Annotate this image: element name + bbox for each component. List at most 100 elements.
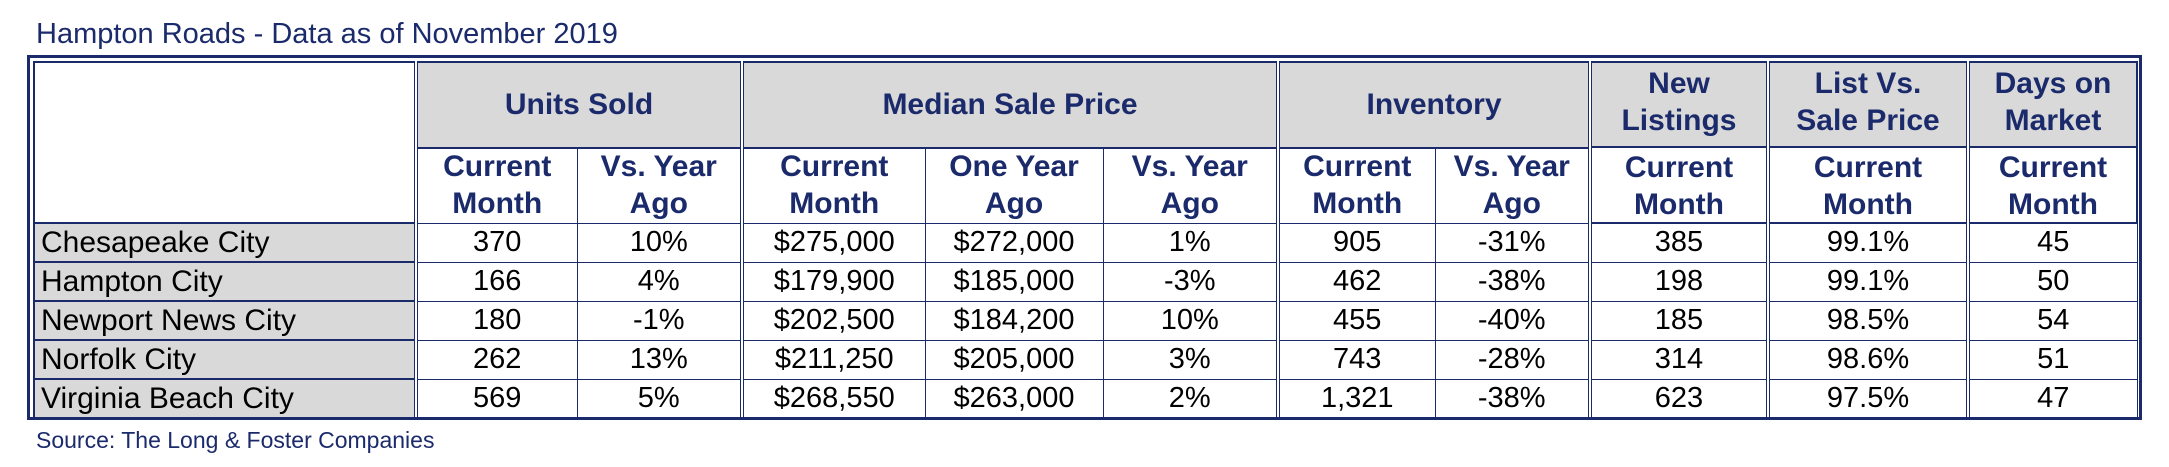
units-sold-current: 166 — [414, 261, 578, 302]
days-on-market-current: 47 — [1966, 378, 2138, 419]
market-data-table-frame: Units Sold Median Sale Price Inventory N… — [27, 55, 2142, 420]
median-price-vs-year-ago: -3% — [1102, 261, 1279, 302]
subheader-one-year-ago: One Year Ago — [924, 147, 1104, 224]
header-line: New — [1648, 67, 1710, 100]
city-name: Norfolk City — [33, 339, 418, 380]
units-sold-current: 180 — [414, 300, 578, 341]
header-line: Current — [1624, 151, 1734, 184]
list-vs-sale-current: 98.5% — [1766, 300, 1969, 341]
city-name: Chesapeake City — [33, 222, 418, 263]
median-price-current: $211,250 — [740, 339, 926, 380]
header-line: Month — [1312, 186, 1403, 220]
header-line: Current — [1813, 151, 1923, 184]
group-header-inventory: Inventory — [1276, 61, 1591, 149]
source-note: Source: The Long & Foster Companies — [36, 427, 435, 453]
median-price-vs-year-ago: 2% — [1102, 378, 1279, 419]
city-name: Hampton City — [33, 261, 418, 302]
header-line: Current — [443, 150, 552, 183]
header-line: Listings — [1621, 103, 1737, 137]
table-row: Newport News City 180 -1% $202,500 $184,… — [33, 300, 2138, 341]
median-price-one-year-ago: $205,000 — [924, 339, 1104, 380]
median-price-current: $275,000 — [740, 222, 926, 263]
units-sold-current: 569 — [414, 378, 578, 419]
units-sold-vs-year-ago: 10% — [576, 222, 743, 263]
median-price-current: $268,550 — [740, 378, 926, 419]
group-header-new-listings: New Listings — [1594, 64, 1766, 148]
subheader-current-month: Current Month — [1972, 148, 2135, 221]
days-on-market-current: 54 — [1966, 300, 2138, 341]
header-line: One Year — [949, 150, 1079, 183]
subheader-current-month: Current Month — [1276, 147, 1436, 224]
header-line: Month — [1823, 187, 1913, 221]
subheader-current-month: Current Month — [740, 147, 926, 224]
page-title: Hampton Roads - Data as of November 2019 — [36, 18, 618, 50]
group-header-days-on-market: Days on Market — [1972, 64, 2135, 148]
inventory-vs-year-ago: -40% — [1434, 300, 1591, 341]
list-vs-sale-current: 98.6% — [1766, 339, 1969, 380]
inventory-vs-year-ago: -38% — [1434, 378, 1591, 419]
group-header-median-sale-price: Median Sale Price — [740, 61, 1279, 149]
city-name: Virginia Beach City — [33, 378, 418, 419]
subheader-current-month: Current Month — [414, 147, 578, 224]
header-line: Month — [1634, 187, 1724, 221]
new-listings-current: 185 — [1588, 300, 1769, 341]
inventory-current: 1,321 — [1276, 378, 1436, 419]
subheader-current-month: Current Month — [1594, 148, 1766, 221]
median-price-current: $179,900 — [740, 261, 926, 302]
inventory-current: 743 — [1276, 339, 1436, 380]
median-price-vs-year-ago: 10% — [1102, 300, 1279, 341]
inventory-vs-year-ago: -28% — [1434, 339, 1591, 380]
header-line: Current — [1303, 150, 1412, 183]
table-row: Norfolk City 262 13% $211,250 $205,000 3… — [33, 339, 2138, 380]
city-name: Newport News City — [33, 300, 418, 341]
header-days-on-market: Days on Market Current Month — [1966, 61, 2138, 224]
inventory-current: 455 — [1276, 300, 1436, 341]
units-sold-vs-year-ago: 5% — [576, 378, 743, 419]
inventory-vs-year-ago: -38% — [1434, 261, 1591, 302]
days-on-market-current: 50 — [1966, 261, 2138, 302]
group-header-list-vs-sale-price: List Vs. Sale Price — [1772, 64, 1966, 148]
header-line: Current — [780, 150, 889, 183]
header-line: Ago — [984, 186, 1044, 220]
header-line: Ago — [1160, 186, 1219, 220]
header-line: Month — [452, 186, 543, 220]
header-line: List Vs. — [1814, 67, 1922, 100]
inventory-current: 462 — [1276, 261, 1436, 302]
units-sold-current: 262 — [414, 339, 578, 380]
subheader-current-month: Current Month — [1772, 148, 1966, 221]
group-header-units-sold: Units Sold — [414, 61, 743, 149]
corner-cell — [33, 61, 417, 224]
list-vs-sale-current: 99.1% — [1766, 261, 1969, 302]
median-price-one-year-ago: $263,000 — [924, 378, 1104, 419]
header-line: Month — [789, 186, 880, 220]
median-price-current: $202,500 — [740, 300, 926, 341]
new-listings-current: 198 — [1588, 261, 1769, 302]
units-sold-vs-year-ago: 13% — [576, 339, 743, 380]
header-line: Days on — [1994, 67, 2112, 100]
table-row: Chesapeake City 370 10% $275,000 $272,00… — [33, 222, 2138, 263]
new-listings-current: 623 — [1588, 378, 1769, 419]
subheader-vs-year-ago: Vs. Year Ago — [576, 147, 743, 224]
new-listings-current: 385 — [1588, 222, 1769, 263]
days-on-market-current: 51 — [1966, 339, 2138, 380]
subheader-vs-year-ago: Vs. Year Ago — [1434, 147, 1591, 224]
table-row: Hampton City 166 4% $179,900 $185,000 -3… — [33, 261, 2138, 302]
list-vs-sale-current: 99.1% — [1766, 222, 1969, 263]
median-price-one-year-ago: $184,200 — [924, 300, 1104, 341]
inventory-vs-year-ago: -31% — [1434, 222, 1591, 263]
median-price-one-year-ago: $185,000 — [924, 261, 1104, 302]
median-price-vs-year-ago: 3% — [1102, 339, 1279, 380]
units-sold-current: 370 — [414, 222, 578, 263]
header-line: Vs. Year — [1131, 150, 1248, 183]
header-line: Sale Price — [1796, 103, 1940, 137]
median-price-one-year-ago: $272,000 — [924, 222, 1104, 263]
header-line: Current — [1998, 151, 2108, 184]
days-on-market-current: 45 — [1966, 222, 2138, 263]
header-line: Vs. Year — [600, 150, 717, 183]
header-line: Month — [2008, 187, 2098, 221]
table-row: Virginia Beach City 569 5% $268,550 $263… — [33, 378, 2138, 419]
header-line: Ago — [629, 186, 688, 220]
header-line: Vs. Year — [1453, 150, 1570, 183]
list-vs-sale-current: 97.5% — [1766, 378, 1969, 419]
inventory-current: 905 — [1276, 222, 1436, 263]
